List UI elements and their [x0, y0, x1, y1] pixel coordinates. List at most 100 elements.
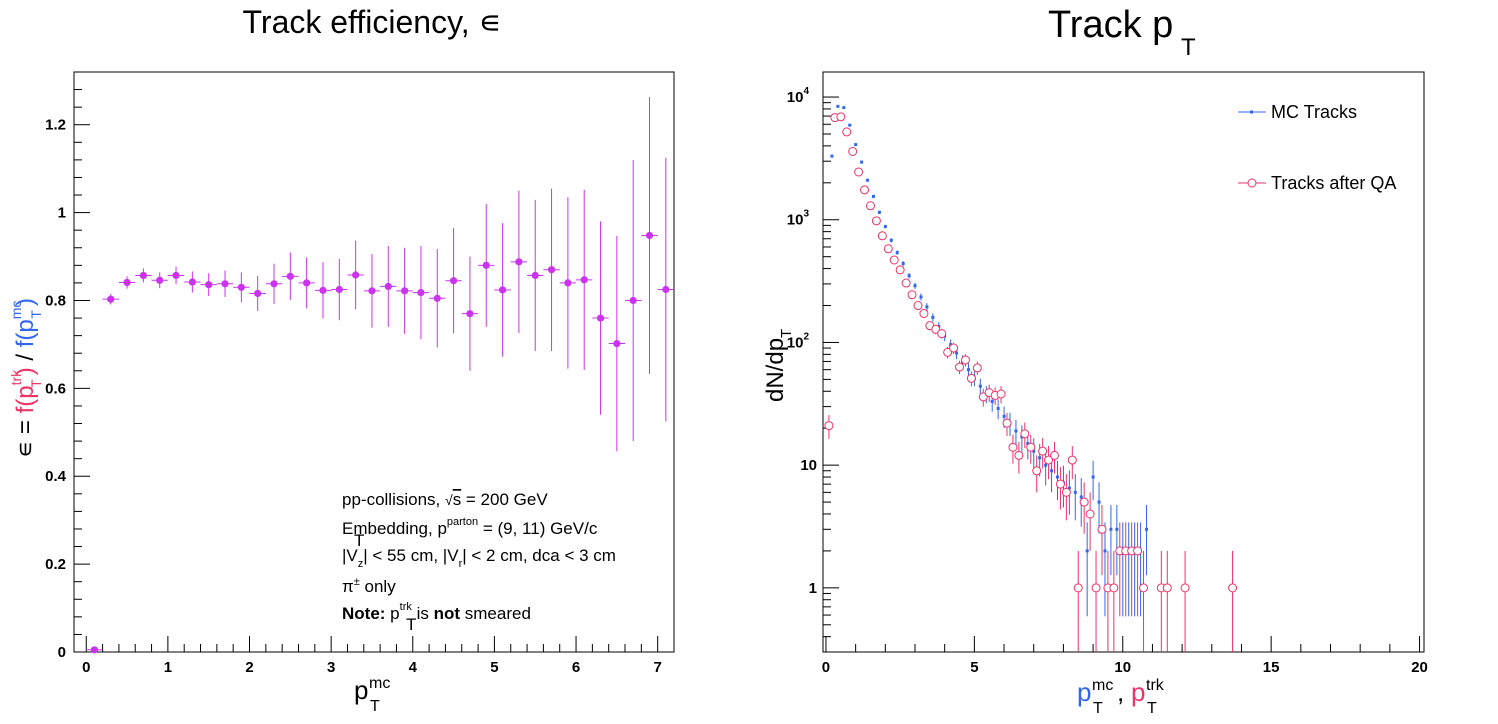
trk-point: [824, 421, 834, 431]
track-pt-title: Track p: [1048, 4, 1173, 46]
trk-point: [996, 389, 1006, 399]
mc-point: [883, 225, 887, 229]
trk-point: [1073, 583, 1083, 593]
mc-point: [1091, 475, 1095, 479]
mc-point: [848, 123, 852, 127]
annotation-pions: π± only: [342, 576, 396, 596]
trk-point: [854, 167, 864, 177]
trk-point: [913, 301, 923, 311]
x-tick-label: 4: [409, 659, 418, 676]
trk-point: [955, 362, 965, 372]
trk-point: [1091, 583, 1101, 593]
efficiency-point: [531, 271, 539, 280]
track-pt-y-label: dN/dpT: [762, 329, 795, 402]
x-tick-label: 2: [245, 659, 253, 676]
mc-point: [949, 343, 953, 347]
annotation-embedding-sub: T: [354, 531, 364, 550]
trk-point: [842, 127, 852, 137]
trk-point: [960, 355, 970, 365]
efficiency-point: [482, 261, 490, 269]
x-tick-label: 3: [327, 659, 335, 676]
mc-point: [1038, 456, 1042, 460]
annotation-cuts: |Vz| < 55 cm, |Vr| < 2 cm, dca < 3 cm: [342, 546, 616, 570]
trk-point: [1228, 583, 1238, 593]
trk-point: [919, 309, 929, 319]
trk-point: [1097, 524, 1107, 534]
mc-point: [1032, 449, 1036, 453]
trk-point: [1032, 466, 1042, 476]
trk-point: [848, 146, 858, 156]
trk-point: [1044, 455, 1054, 465]
track-pt-x-axis: 0 5 10 15 20: [822, 636, 1428, 676]
trk-point: [1180, 583, 1190, 593]
efficiency-x-label-sup: mc: [369, 675, 390, 692]
mc-point: [854, 143, 858, 147]
efficiency-point: [335, 285, 343, 294]
efficiency-x-label-sub: T: [370, 698, 380, 715]
efficiency-point: [172, 271, 180, 280]
mc-tracks-series: [830, 104, 1149, 617]
mc-point: [901, 261, 905, 265]
efficiency-point: [498, 286, 507, 294]
efficiency-point: [645, 231, 654, 240]
mc-point: [860, 160, 864, 164]
efficiency-x-label: p: [354, 675, 368, 705]
efficiency-point: [580, 276, 588, 284]
efficiency-point: [547, 266, 556, 274]
trk-point: [1162, 583, 1172, 593]
y-tick-label: 0.6: [45, 380, 66, 397]
legend-mc-label: MC Tracks: [1271, 102, 1357, 122]
y-tick-label: 10: [800, 457, 817, 474]
trk-point: [860, 185, 870, 195]
mc-point: [1073, 490, 1077, 494]
efficiency-point: [139, 271, 147, 280]
trk-point: [1026, 442, 1036, 452]
mc-point: [1109, 527, 1113, 531]
mc-point: [996, 406, 1000, 410]
efficiency-plot-frame: [73, 71, 675, 653]
trk-point: [1014, 450, 1024, 460]
mc-point: [1055, 475, 1059, 479]
x-label-mc-sub: T: [1093, 700, 1103, 717]
y-tick-label: 0.4: [45, 468, 67, 485]
efficiency-point: [368, 287, 376, 295]
trk-point: [1020, 429, 1030, 439]
efficiency-point: [433, 294, 441, 302]
track-pt-x-label: p T mc , p T trk: [1077, 677, 1165, 717]
mc-point: [836, 104, 840, 108]
trk-point: [1139, 583, 1149, 593]
mc-point: [925, 305, 929, 309]
mc-point: [830, 154, 834, 158]
y-tick-label: 1: [809, 580, 817, 597]
trk-point: [871, 216, 881, 226]
efficiency-point: [107, 295, 115, 303]
x-label-trk-sup: trk: [1146, 677, 1165, 694]
efficiency-y-axis: 0 0.2 0.4 0.6 0.8 1 1.2: [45, 71, 90, 661]
efficiency-x-axis: 0 1 2 3 4 5 6 7: [82, 636, 675, 676]
efficiency-point: [221, 280, 229, 288]
annotation-collisions: pp-collisions, √s = 200 GeV: [342, 490, 548, 509]
mc-point: [978, 384, 982, 388]
track-pt-title-sub: T: [1181, 34, 1196, 61]
efficiency-point: [254, 289, 262, 298]
legend-trk-marker: [1247, 178, 1257, 188]
mc-point: [1050, 469, 1054, 473]
mc-point: [1115, 527, 1119, 531]
x-label-trk-sub: T: [1147, 700, 1157, 717]
y-tick-label: 1.2: [45, 117, 66, 134]
efficiency-point: [286, 272, 294, 280]
trk-point: [943, 347, 953, 357]
efficiency-point: [319, 286, 327, 294]
trk-point: [901, 278, 911, 288]
trk-point: [1133, 546, 1143, 556]
x-tick-label: 6: [572, 659, 580, 676]
track-pt-legend: MC Tracks Tracks after QA: [1238, 102, 1396, 193]
trk-point: [978, 392, 988, 402]
x-tick-label: 0: [82, 659, 90, 676]
mc-point: [1145, 527, 1149, 531]
x-tick-label: 20: [1411, 659, 1428, 676]
trk-point: [1038, 446, 1048, 456]
efficiency-point: [384, 282, 392, 291]
efficiency-point: [662, 285, 670, 294]
